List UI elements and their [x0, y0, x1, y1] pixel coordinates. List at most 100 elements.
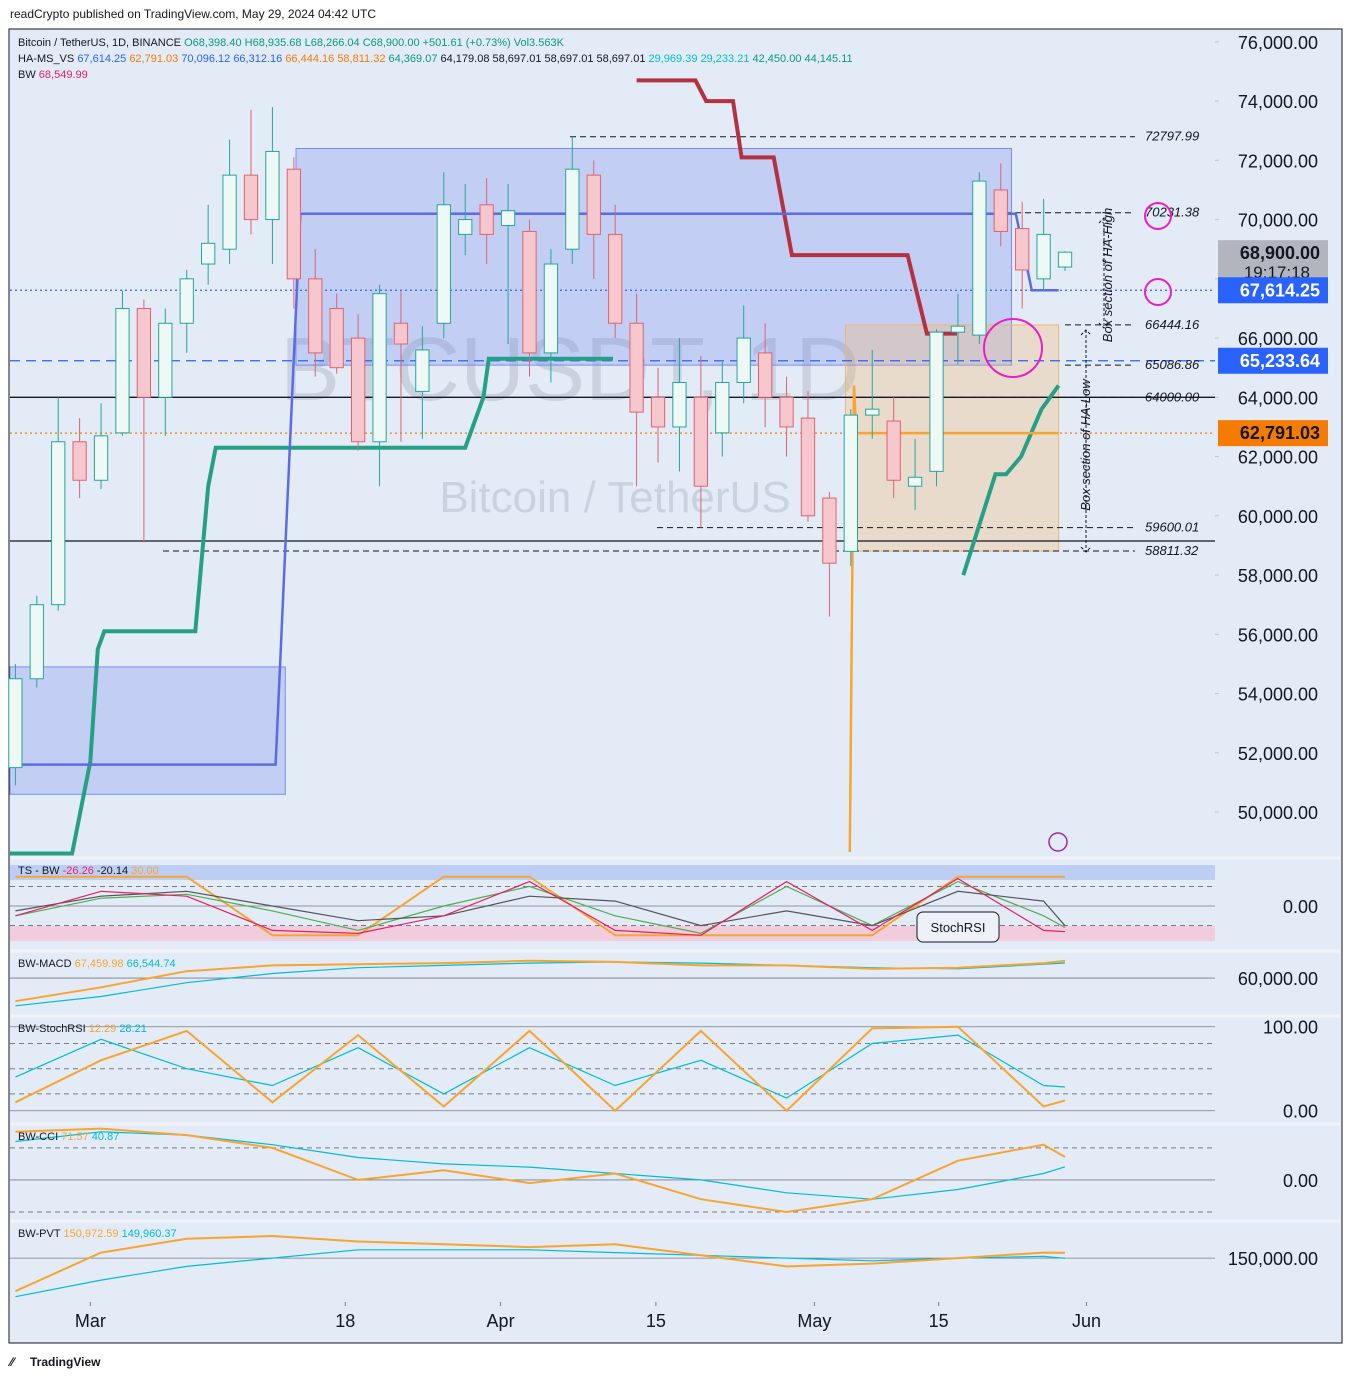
- candle-body: [115, 307, 130, 434]
- pane-legend-value: 66,544.74: [127, 958, 176, 970]
- price-badge: [1218, 277, 1328, 304]
- candle-body: [72, 441, 87, 481]
- y-tick-label: 54,000.00: [1238, 685, 1318, 705]
- indicator-line: [15, 1034, 1066, 1099]
- legend-item: Vol3.563K: [514, 37, 565, 49]
- y-tick-label: 0.00: [1283, 897, 1318, 917]
- pane-legend-value: 67,459.98: [75, 958, 124, 970]
- y-tick-label: 72,000.00: [1238, 151, 1318, 171]
- candle-body: [822, 497, 837, 564]
- x-tick-label: Mar: [75, 1311, 106, 1331]
- price-badge-label: 67,614.25: [1240, 280, 1320, 300]
- legend-item: 42,450.00: [753, 53, 802, 65]
- highlight-circle: [1144, 202, 1172, 230]
- candle-body: [693, 396, 709, 487]
- zone-box: [9, 666, 286, 795]
- candle-body: [629, 322, 644, 413]
- candle-body: [372, 293, 387, 443]
- candle-body: [436, 204, 451, 324]
- pane-legend-value: 71.57: [61, 1131, 89, 1143]
- watermark-sub: Bitcoin / TetherUS: [439, 473, 790, 522]
- candle-body: [8, 678, 23, 769]
- candle-body: [608, 233, 623, 324]
- candle-body: [286, 168, 301, 280]
- legend-item: 68,549.99: [39, 69, 88, 81]
- y-tick-label: 0.00: [1283, 1171, 1318, 1191]
- legend-item: 62,791.03: [129, 53, 178, 65]
- y-tick-label: 150,000.00: [1228, 1249, 1318, 1269]
- y-tick-label: 64,000.00: [1238, 388, 1318, 408]
- x-tick-label: 18: [335, 1311, 355, 1331]
- x-tick-label: 15: [646, 1311, 666, 1331]
- legend-item: 58,697.01: [597, 53, 646, 65]
- y-tick-label: 50,000.00: [1238, 803, 1318, 823]
- y-tick-label: 0.00: [1283, 1102, 1318, 1122]
- legend-item: 58,697.01: [545, 53, 594, 65]
- legend-item: BW: [18, 69, 36, 81]
- candle-body: [757, 352, 773, 398]
- y-tick-label: 76,000.00: [1238, 33, 1318, 53]
- candle-body: [586, 174, 601, 235]
- candle-body: [479, 204, 494, 235]
- legend-item: O68,398.40 H68,935.68 L68,266.04 C68,900…: [184, 37, 511, 49]
- pane-title: TS - BW: [18, 865, 60, 877]
- x-tick-label: Jun: [1072, 1311, 1101, 1331]
- price-badge-label: 62,791.03: [1240, 423, 1320, 443]
- pane-legend-value: -20.14: [97, 865, 128, 877]
- candle-body: [672, 382, 687, 428]
- y-tick-label: 60,000.00: [1238, 969, 1318, 989]
- zone-box: [844, 324, 1060, 552]
- highlight-circle: [983, 318, 1043, 378]
- legend-line: HA-MS_VS 67,614.25 62,791.03 70,096.12 6…: [18, 53, 853, 65]
- candle-body: [222, 174, 237, 250]
- x-tick-label: Apr: [487, 1311, 515, 1331]
- candle-body: [736, 337, 751, 384]
- candle-body: [136, 307, 152, 398]
- indicator-line: [14, 1234, 1066, 1293]
- legend-item: HA-MS_VS: [18, 53, 74, 65]
- candle-body: [993, 189, 1008, 232]
- candle-body: [929, 331, 944, 472]
- candle-body: [650, 396, 666, 428]
- y-tick-label: 60,000.00: [1238, 507, 1318, 527]
- pane-title: BW-PVT: [18, 1228, 61, 1240]
- legend-line: BW 68,549.99: [18, 69, 88, 81]
- indicator-line: [15, 1127, 1066, 1214]
- pane-legend: BW-MACD 67,459.98 66,544.74: [18, 958, 176, 970]
- candle-body: [565, 168, 580, 250]
- candle-body: [779, 396, 794, 428]
- candle-body: [543, 263, 559, 354]
- pane-legend: TS - BW -26.26 -20.14 30.00: [18, 865, 159, 877]
- pane-legend-value: 28.21: [119, 1023, 147, 1035]
- legend-item: 29,969.39: [649, 53, 698, 65]
- pane-legend-value: 12.29: [89, 1023, 117, 1035]
- candle-body: [907, 476, 923, 487]
- indicator-line: [15, 880, 1066, 935]
- candle-body: [329, 307, 344, 369]
- footer-logo: ⁄⁄: [7, 1355, 17, 1369]
- pane-legend-value: 30.00: [131, 865, 159, 877]
- price-badge-label: 68,900.00: [1240, 243, 1320, 263]
- legend-item: 70,096.12: [181, 53, 230, 65]
- overbought-band: [10, 865, 1215, 880]
- legend-item: 64,369.07: [389, 53, 438, 65]
- bracket: [1080, 217, 1110, 553]
- level-label: 72797.99: [1145, 129, 1199, 144]
- legend-item: 29,233.21: [701, 53, 750, 65]
- indicator-line: [15, 877, 1066, 936]
- candle-body: [158, 322, 173, 398]
- y-tick-label: 74,000.00: [1238, 92, 1318, 112]
- legend-item: 66,312.16: [233, 53, 282, 65]
- candle-body: [93, 435, 109, 481]
- candle-body: [800, 417, 816, 517]
- level-label: 59600.01: [1145, 520, 1199, 535]
- legend-item: Bitcoin / TetherUS, 1D, BINANCE: [18, 37, 181, 49]
- note: Box section of HA-Low: [1078, 378, 1093, 511]
- legend-item: 67,614.25: [77, 53, 126, 65]
- indicator-line: [848, 385, 1059, 853]
- candle-body: [843, 414, 858, 552]
- candle-body: [1015, 227, 1030, 271]
- pane-legend-value: 40.87: [92, 1131, 120, 1143]
- alert-icon: [1048, 832, 1068, 852]
